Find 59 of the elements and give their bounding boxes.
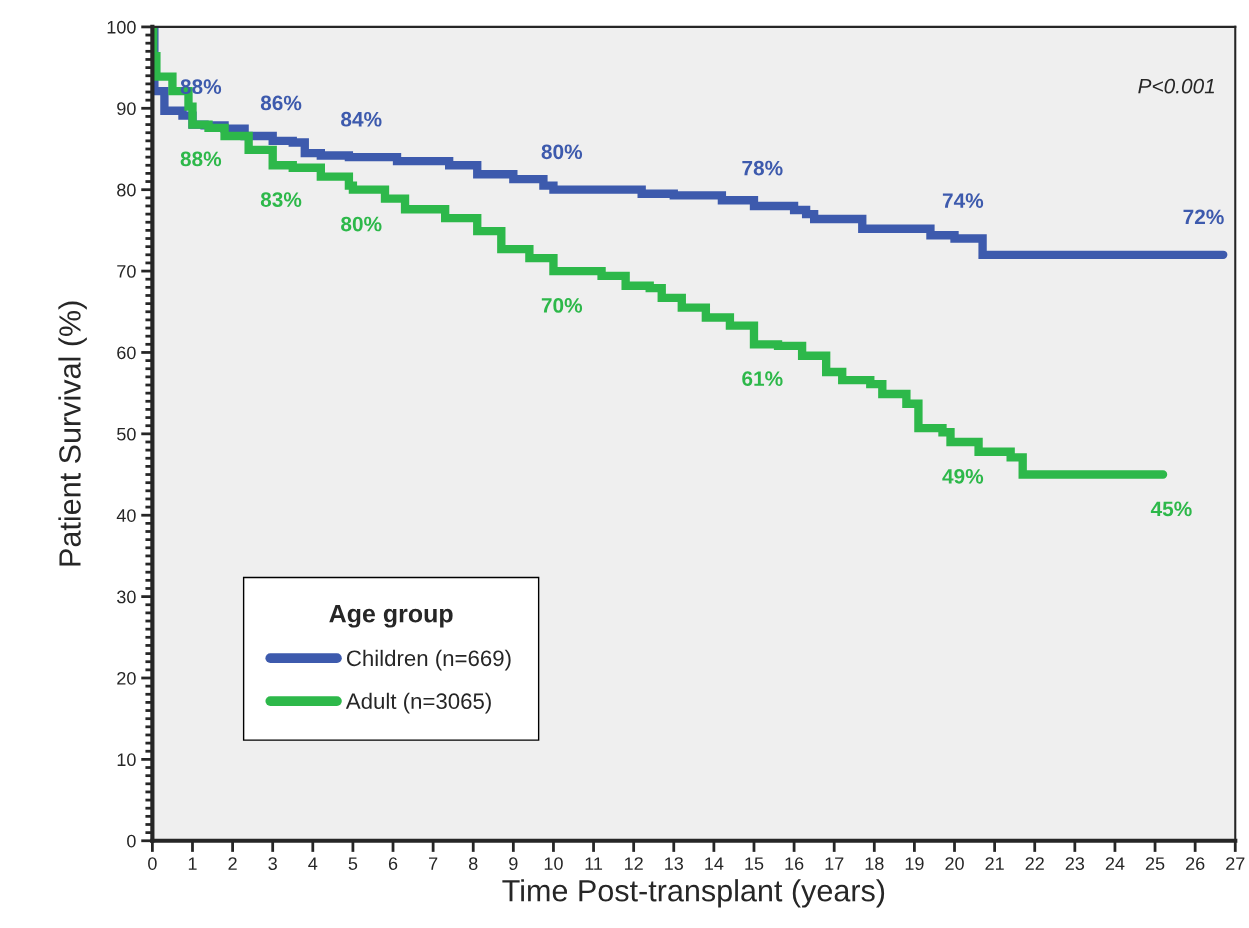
x-tick-label: 26 — [1186, 857, 1205, 870]
y-tick-label: 40 — [116, 509, 136, 522]
y-axis-title: Patient Survival (%) — [58, 301, 87, 566]
x-tick-label: 15 — [745, 857, 764, 870]
data-label: 83% — [260, 192, 302, 207]
data-label: 61% — [742, 371, 783, 387]
data-label: 78% — [742, 160, 783, 176]
x-tick-label: 23 — [1065, 857, 1085, 870]
y-tick-label: 80 — [117, 183, 136, 197]
x-tick-label: 14 — [705, 857, 724, 870]
x-tick-label: 24 — [1105, 857, 1125, 870]
y-tick-label: 90 — [117, 102, 136, 116]
x-tick-label: 2 — [228, 857, 237, 870]
x-tick-label: 13 — [665, 857, 684, 870]
x-tick-label: 11 — [585, 857, 603, 870]
y-tick-label: 20 — [117, 671, 136, 685]
x-tick-label: 5 — [348, 857, 358, 870]
x-tick-label: 9 — [509, 857, 518, 870]
data-label: 45% — [1150, 501, 1192, 517]
data-label: 70% — [541, 298, 583, 313]
y-tick-label: 60 — [117, 346, 136, 360]
legend-label: Children (n=669) — [346, 649, 511, 671]
x-tick-label: 4 — [308, 857, 318, 870]
data-label: 72% — [1183, 209, 1224, 225]
x-tick-label: 22 — [1025, 857, 1044, 870]
x-tick-label: 3 — [268, 857, 277, 870]
x-tick-label: 8 — [469, 857, 478, 870]
x-tick-label: 16 — [785, 857, 804, 870]
x-axis-title: Time Post-transplant (years) — [502, 879, 885, 908]
x-tick-label: 27 — [1226, 857, 1245, 870]
y-tick-label: 100 — [107, 20, 136, 34]
x-tick-label: 12 — [625, 857, 643, 870]
x-tick-label: 1 — [188, 857, 197, 870]
y-tick-label: 50 — [117, 427, 136, 441]
x-tick-label: 17 — [825, 857, 844, 870]
data-label: 80% — [341, 216, 382, 232]
x-tick-label: 19 — [905, 857, 924, 870]
data-label: 86% — [260, 95, 302, 111]
y-tick-label: 70 — [117, 265, 136, 278]
data-label: 80% — [541, 144, 583, 160]
x-tick-label: 10 — [544, 857, 563, 870]
data-label: 84% — [341, 111, 382, 127]
data-label: 88% — [180, 151, 222, 167]
data-label: 74% — [942, 193, 984, 208]
x-tick-label: 20 — [945, 857, 964, 870]
y-tick-label: 30 — [117, 590, 136, 604]
x-tick-label: 21 — [985, 857, 1004, 870]
data-label: 88% — [180, 79, 222, 95]
x-tick-label: 18 — [865, 857, 884, 870]
data-label: 49% — [942, 468, 984, 484]
x-tick-label: 25 — [1145, 857, 1165, 870]
x-tick-label: 7 — [429, 857, 438, 870]
y-tick-label: 0 — [127, 834, 136, 848]
legend-title: Age group — [329, 605, 453, 628]
y-tick-label: 10 — [117, 753, 136, 767]
x-tick-label: 6 — [388, 857, 398, 870]
legend-label: Adult (n=3065) — [345, 692, 491, 714]
x-tick-label: 0 — [148, 857, 157, 870]
annotation: P<0.001 — [1138, 78, 1215, 94]
